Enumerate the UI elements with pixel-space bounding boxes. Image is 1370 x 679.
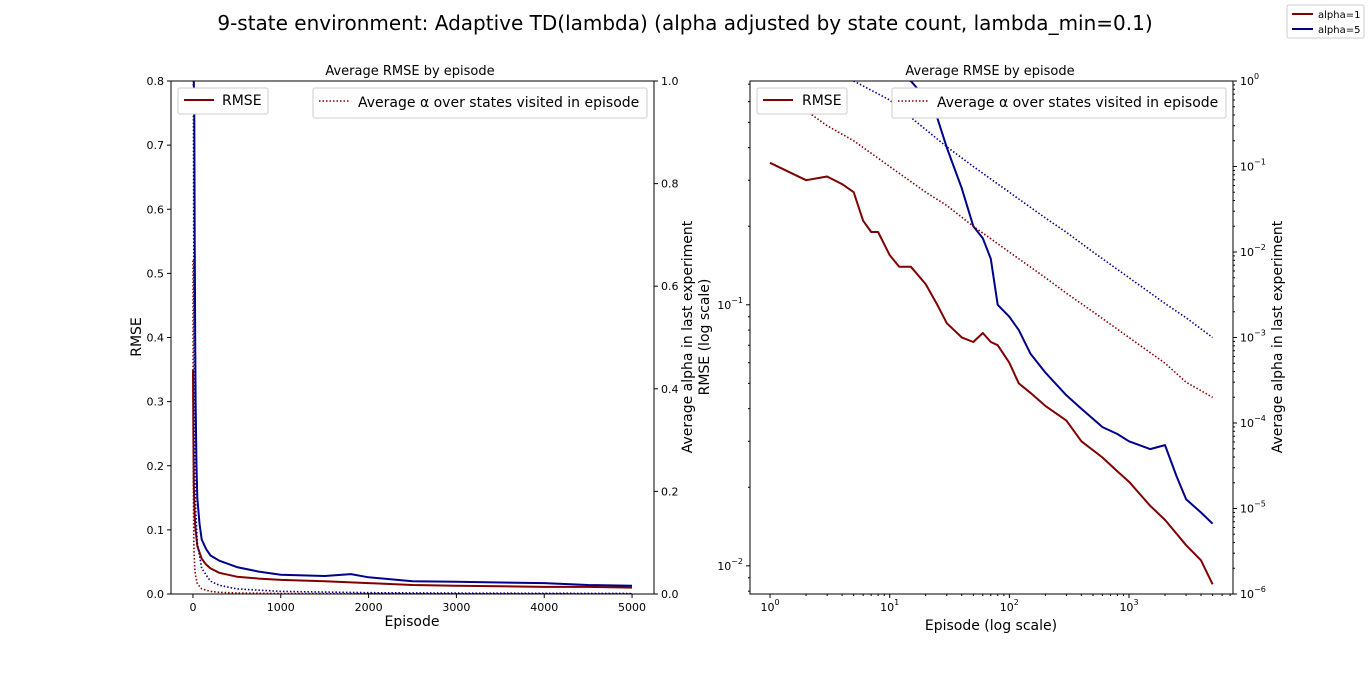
left-chart-panel: Average RMSE by episode 0 1000 2000 3000 400… <box>129 64 696 630</box>
y-tick-label: 0.8 <box>147 75 165 88</box>
x-tick-label: 102 <box>1000 598 1019 614</box>
left-y-axis-label: RMSE <box>129 317 145 357</box>
figure-legend: alpha=1 alpha=5 <box>1286 4 1365 39</box>
x-tick-label: 103 <box>1119 598 1138 614</box>
y2-tick-label: 10−4 <box>1240 414 1266 430</box>
y-tick-label: 10−1 <box>717 296 743 312</box>
y-tick-label: 10−2 <box>717 557 743 573</box>
y2-tick-label: 10−6 <box>1240 585 1266 601</box>
y2-tick-label: 10−5 <box>1240 500 1266 516</box>
right-chart-title: Average RMSE by episode <box>905 64 1074 79</box>
x-tick-label: 4000 <box>530 601 558 614</box>
left-y2-axis-label: Average alpha in last experiment <box>680 220 696 453</box>
right-legend-alpha: Average α over states visited in episode <box>891 87 1227 119</box>
y-tick-label: 0.2 <box>147 460 165 473</box>
left-chart-title: Average RMSE by episode <box>325 64 494 79</box>
right-y-axis-label: RMSE (log scale) <box>697 279 713 396</box>
right-legend-rmse: RMSE <box>756 87 848 115</box>
y2-tick-label: 0.2 <box>661 485 679 498</box>
y2-tick-label: 0.0 <box>661 588 679 601</box>
x-tick-label: 0 <box>189 601 196 614</box>
y-tick-label: 0.5 <box>147 267 165 280</box>
series-line-alpha-alpha1 <box>192 260 633 594</box>
x-tick-label: 2000 <box>355 601 383 614</box>
y-tick-label: 0.3 <box>147 396 165 409</box>
left-legend-rmse: RMSE <box>177 87 269 115</box>
series-line-rmse-alpha1 <box>769 161 1214 585</box>
x-tick-label: 101 <box>880 598 899 614</box>
y2-tick-label: 1.0 <box>661 75 679 88</box>
y-tick-label: 0.4 <box>147 332 165 345</box>
y2-tick-label: 0.8 <box>661 178 679 191</box>
x-tick-label: 100 <box>760 598 779 614</box>
left-legend-rmse-label: RMSE <box>222 93 262 109</box>
right-x-axis-label: Episode (log scale) <box>925 618 1057 634</box>
y-tick-label: 0.6 <box>147 203 165 216</box>
left-legend-alpha-label: Average α over states visited in episode <box>358 95 639 111</box>
right-legend-rmse-label: RMSE <box>802 93 842 109</box>
left-legend-alpha: Average α over states visited in episode <box>312 87 648 119</box>
series-line-alpha-alpha1 <box>769 96 1213 398</box>
y-tick-label: 0.1 <box>147 524 165 537</box>
right-y2-axis-label: Average alpha in last experiment <box>1270 220 1286 453</box>
y-tick-label: 0.0 <box>147 588 165 601</box>
x-tick-label: 5000 <box>618 601 646 614</box>
y2-tick-label: 100 <box>1240 72 1259 88</box>
y2-tick-label: 10−1 <box>1240 158 1266 174</box>
series-line-rmse-alpha5 <box>908 81 1214 525</box>
x-tick-label: 3000 <box>442 601 470 614</box>
y2-tick-label: 10−2 <box>1240 243 1266 259</box>
y-tick-label: 0.7 <box>147 139 165 152</box>
y2-tick-label: 0.4 <box>661 383 679 396</box>
right-legend-alpha-label: Average α over states visited in episode <box>937 95 1218 111</box>
legend-label-alpha5: alpha=5 <box>1318 25 1360 36</box>
legend-label-alpha1: alpha=1 <box>1318 10 1360 21</box>
series-line-rmse-alpha1 <box>192 369 633 589</box>
y2-tick-label: 10−3 <box>1240 329 1266 345</box>
y2-tick-label: 0.6 <box>661 280 679 293</box>
left-x-axis-label: Episode <box>385 614 440 630</box>
right-chart-panel: Average RMSE by episode 100 101 102 103 10−… <box>697 64 1286 634</box>
figure-title: 9-state environment: Adaptive TD(lambda)… <box>217 11 1152 35</box>
series-line-rmse-alpha5 <box>192 81 633 587</box>
x-tick-label: 1000 <box>267 601 295 614</box>
